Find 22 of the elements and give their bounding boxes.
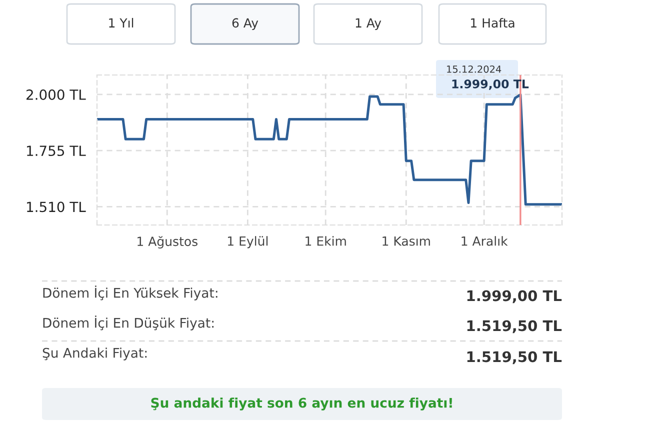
text: 1 Yıl <box>109 18 134 28</box>
text: 1.519,50 TL <box>467 320 562 334</box>
y-tick-label: 2.000 TL <box>26 89 86 100</box>
annotation: 1.999,00 TL <box>452 79 529 90</box>
x-tick-label: 1 Ekim <box>306 236 346 246</box>
text: Şu andaki fiyat son 6 ayın en ucuz fiyatı! <box>151 398 452 410</box>
text: 1 Ay <box>356 18 382 30</box>
text: 1.519,50 TL <box>467 351 562 364</box>
text: 15.12.2024 <box>447 65 502 73</box>
line-series <box>97 93 562 206</box>
x-tick-label: 1 Aralık <box>462 236 508 246</box>
x-tick-label: 1 Ağustos <box>138 236 198 249</box>
text: 6 Ay <box>232 18 258 30</box>
x-tick-label: 1 Kasım <box>382 236 430 246</box>
text: Şu Andaki Fiyat: <box>42 348 147 360</box>
text: Dönem İçi En Yüksek Fiyat: <box>43 286 218 300</box>
text: 1.999,00 TL <box>467 290 562 304</box>
y-tick-label: 1.510 TL <box>27 202 86 212</box>
text: Dönem İçi En Düşük Fiyat: <box>43 316 214 330</box>
y-tick-label: 1.755 TL <box>27 146 86 156</box>
text: 1 Hafta <box>471 18 514 28</box>
x-tick-label: 1 Eylül <box>228 236 268 248</box>
